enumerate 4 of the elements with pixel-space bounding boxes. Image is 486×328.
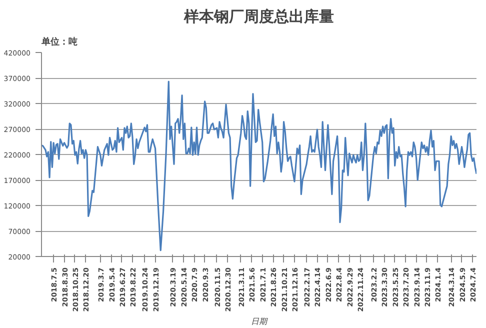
x-axis-title: 日期 [251, 316, 268, 326]
chart-subtitle: 单位：吨 [40, 36, 78, 48]
chart-title: 样本钢厂周度总出库量 [183, 8, 334, 26]
line-series [42, 80, 476, 252]
